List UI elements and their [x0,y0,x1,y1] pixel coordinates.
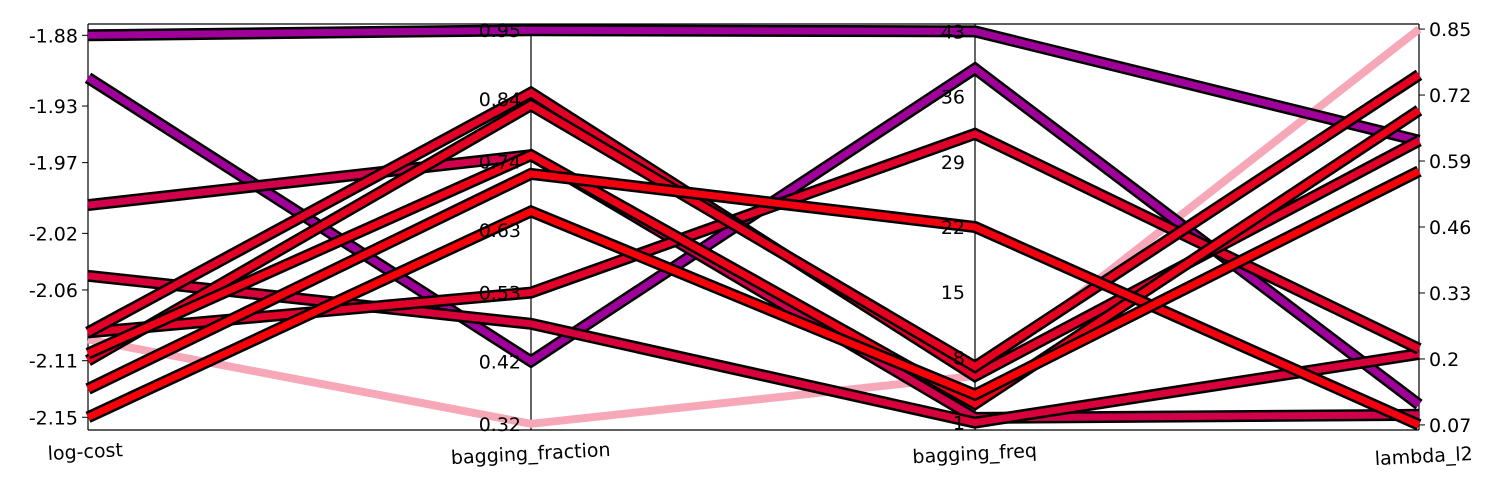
tick-label-bagging-fraction: 0.63 [479,220,521,242]
tick-label-log-cost: -1.88 [29,25,78,47]
tick-label-lambda-l2: 0.07 [1429,415,1471,437]
data-lines [84,24,1423,431]
series-line-stroke [87,272,1420,427]
tick-label-log-cost: -2.02 [29,223,78,245]
series-line-stroke [87,25,1422,428]
tick-label-log-cost: -2.11 [29,351,78,373]
tick-label-lambda-l2: 0.72 [1429,85,1471,107]
series-line-stroke [86,71,1421,371]
tick-label-bagging-fraction: 0.95 [479,20,521,42]
tick-label-log-cost: -1.93 [29,96,78,118]
tick-labels: -1.88 -1.93 -1.97 -2.02 -2.06 -2.11 -2.15 0.95 0… [29,19,1471,437]
tick-label-bagging-freq: 1 [953,413,965,435]
tick-label-bagging-fraction: 0.53 [479,283,521,305]
axis-name-log-cost: log-cost [47,439,123,465]
tick-label-lambda-l2: 0.59 [1429,151,1471,173]
series-line-stroke [86,107,1421,408]
tick-label-log-cost: -2.15 [29,407,78,429]
tick-label-lambda-l2: 0.33 [1429,283,1471,305]
series-line-outline [87,24,1421,147]
tick-label-log-cost: -2.06 [29,280,78,302]
tick-label-bagging-fraction: 0.42 [479,351,521,373]
series-line-stroke [86,168,1421,421]
series-line-stroke [86,170,1421,429]
tick-label-log-cost: -1.97 [29,153,78,175]
tick-label-bagging-freq: 36 [941,87,965,109]
series-line-8 [85,69,1423,374]
tick-label-lambda-l2: 0.46 [1429,217,1471,239]
axis-name-labels: log-cost bagging_fraction bagging_freq lamb… [47,439,1473,470]
axis-name-lambda-l2: lambda_l2 [1374,443,1473,470]
series-line-9 [85,105,1423,411]
axis-name-bagging-fraction: bagging_fraction [450,439,611,469]
tick-label-bagging-freq: 8 [953,347,965,369]
series-line-2 [87,24,1421,147]
tick-label-bagging-fraction: 0.74 [479,151,521,173]
tick-label-bagging-fraction: 0.84 [479,89,521,111]
series-line-4 [87,149,1420,424]
tick-label-lambda-l2: 0.2 [1429,349,1459,371]
series-line-1 [87,25,1422,428]
series-line-11 [85,165,1422,423]
series-line-stroke [87,151,1420,422]
tick-label-bagging-fraction: 0.32 [479,414,521,436]
tick-label-bagging-freq: 43 [941,21,965,43]
series-line-10 [85,167,1422,431]
tick-label-bagging-freq: 22 [941,217,965,239]
axis-name-bagging-freq: bagging_freq [912,440,1038,468]
tick-label-lambda-l2: 0.85 [1429,19,1471,41]
tick-label-bagging-freq: 15 [941,282,965,304]
series-line-stroke [87,26,1420,145]
series-line-5 [87,269,1420,429]
tick-label-bagging-freq: 29 [941,152,965,174]
